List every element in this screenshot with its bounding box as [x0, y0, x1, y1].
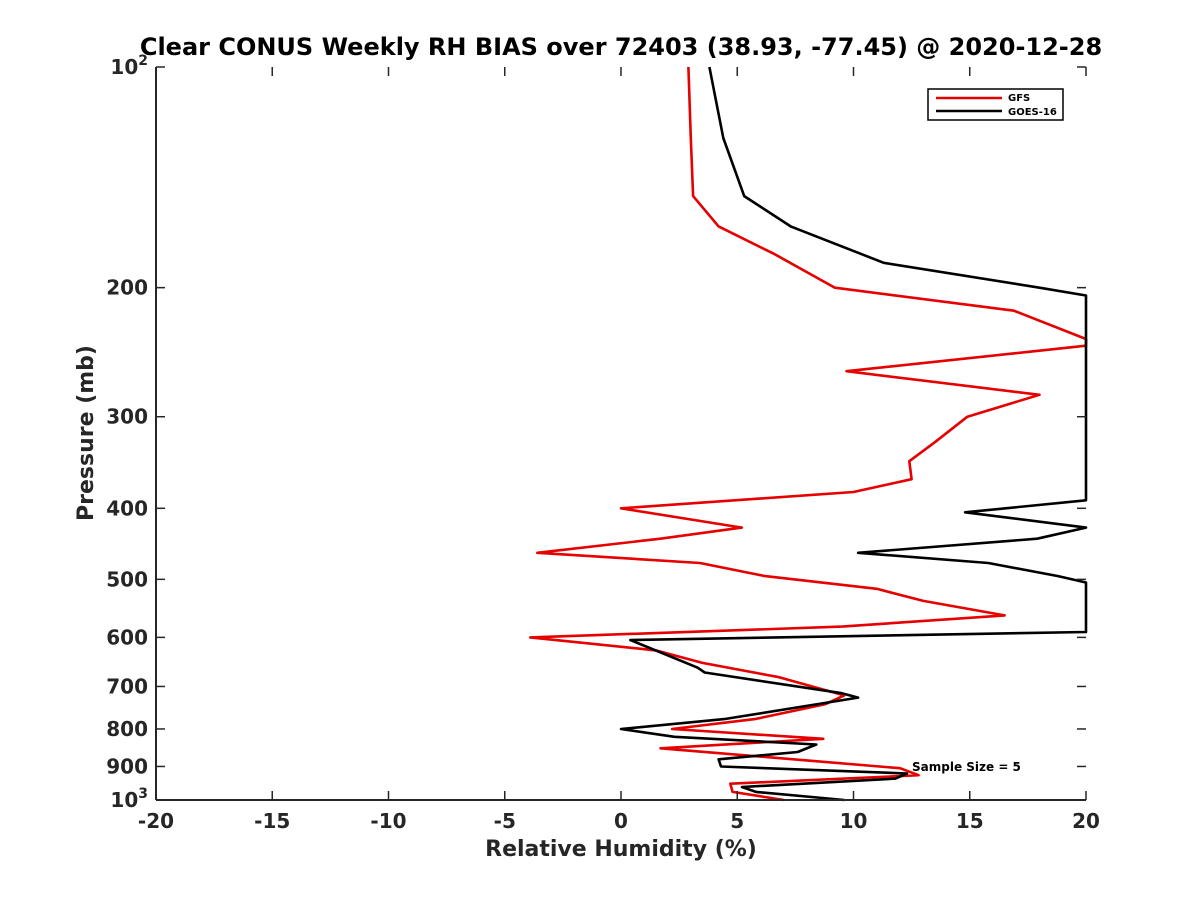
x-tick-label: -15: [254, 809, 290, 833]
y-tick-label: 103: [110, 786, 148, 812]
y-tick-label: 900: [106, 754, 148, 778]
series-line-gfs: [529, 66, 1088, 802]
x-tick-label: 20: [1072, 809, 1100, 833]
chart-title: Clear CONUS Weekly RH BIAS over 72403 (3…: [140, 33, 1102, 61]
series-layer: [529, 66, 1088, 802]
sample-size-annotation: Sample Size = 5: [912, 760, 1021, 774]
legend-label-goes16: GOES-16: [1008, 107, 1057, 118]
y-axis-label: Pressure (mb): [74, 345, 99, 521]
legend: GFS GOES-16: [927, 88, 1064, 121]
x-tick-label: 0: [614, 809, 628, 833]
x-tick-label: -20: [138, 809, 174, 833]
x-axis-ticks: -20 -15 -10 -5 0 5 10 15 20: [138, 67, 1100, 833]
plot-background: [156, 67, 1086, 800]
legend-label-gfs: GFS: [1008, 93, 1030, 104]
y-tick-label: 500: [106, 567, 148, 591]
y-tick-label: 400: [106, 496, 148, 520]
x-tick-label: -5: [494, 809, 516, 833]
legend-box: [927, 88, 1064, 121]
y-tick-label: 300: [106, 405, 148, 429]
y-tick-label: 102: [110, 53, 148, 79]
series-line-goes16: [619, 66, 1088, 802]
x-axis-label: Relative Humidity (%): [485, 837, 757, 862]
x-tick-label: 10: [840, 809, 868, 833]
x-tick-label: -10: [370, 809, 406, 833]
y-tick-label: 200: [106, 276, 148, 300]
y-axis-ticks: 102 200 300 400 500 600 700 800 900 103: [106, 53, 1086, 812]
y-tick-label: 600: [106, 625, 148, 649]
y-tick-label: 700: [106, 674, 148, 698]
x-tick-label: 5: [730, 809, 744, 833]
y-tick-label: 800: [106, 717, 148, 741]
x-tick-label: 15: [956, 809, 984, 833]
